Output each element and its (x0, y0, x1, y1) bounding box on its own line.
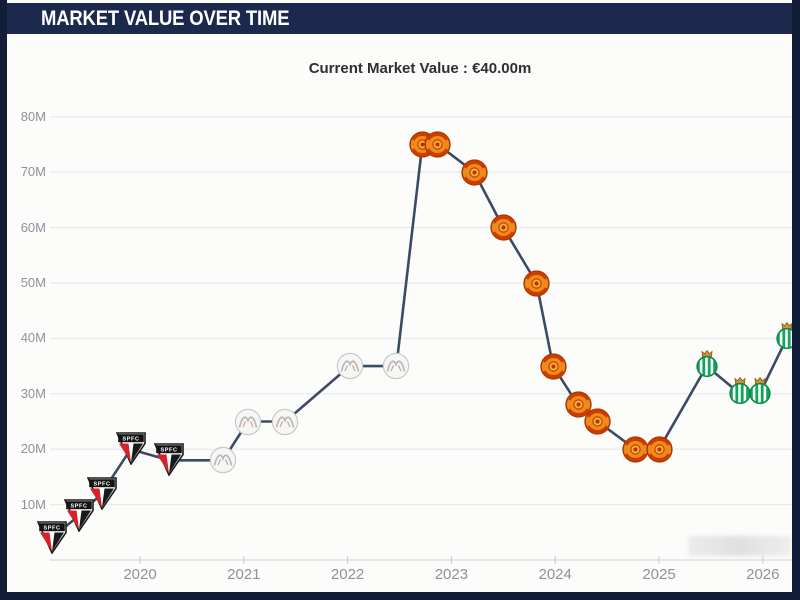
man-united-crest-icon (490, 214, 517, 241)
ajax-crest-icon (209, 447, 237, 474)
data-point-ajax[interactable] (271, 408, 299, 436)
man-united-crest-icon (523, 269, 550, 297)
data-point-real-betis[interactable] (695, 349, 719, 378)
ajax-crest-icon (383, 352, 410, 380)
watermark (688, 536, 792, 556)
sao-paulo-crest-icon: SPFC (154, 443, 184, 477)
data-point-man-united[interactable] (523, 269, 550, 297)
sao-paulo-crest-icon: SPFC (86, 476, 117, 510)
man-united-crest-icon (584, 408, 611, 435)
chart-title-bar: MARKET VALUE OVER TIME (7, 3, 792, 34)
x-axis-label-2021: 2021 (227, 566, 261, 583)
man-united-crest-icon (539, 352, 567, 380)
real-betis-crest-icon (729, 377, 751, 405)
page-title: MARKET VALUE OVER TIME (41, 6, 290, 30)
ajax-crest-icon (234, 408, 262, 435)
data-point-sao-paulo[interactable]: SPFC (86, 476, 117, 510)
data-point-man-united[interactable] (621, 436, 649, 463)
data-point-man-united[interactable] (564, 391, 592, 419)
data-point-man-united[interactable] (539, 352, 567, 380)
svg-text:SPFC: SPFC (122, 437, 139, 443)
data-point-real-betis[interactable] (728, 376, 752, 405)
man-united-crest-icon (621, 436, 649, 463)
x-axis-label-2022: 2022 (330, 566, 365, 583)
data-point-ajax[interactable] (336, 352, 364, 380)
y-axis-label-70M: 70M (20, 164, 46, 180)
svg-text:SPFC: SPFC (161, 448, 178, 454)
ajax-crest-icon (272, 408, 299, 435)
svg-text:SPFC: SPFC (93, 481, 110, 487)
svg-text:SPFC: SPFC (70, 503, 87, 509)
frame-border-left (0, 0, 7, 592)
frame-border-bottom (0, 592, 800, 600)
man-united-crest-icon (424, 131, 452, 158)
x-axis-label-2020: 2020 (123, 566, 157, 583)
y-axis-label-80M: 80M (20, 108, 46, 124)
current-market-value-label: Current Market Value : €40.00m (308, 60, 532, 77)
x-axis-label-2024: 2024 (538, 566, 572, 583)
y-axis-label-20M: 20M (20, 441, 46, 457)
data-point-sao-paulo[interactable]: SPFC (63, 498, 94, 532)
data-point-real-betis[interactable] (748, 376, 772, 405)
frame-border-right (792, 0, 800, 600)
svg-text:SPFC: SPFC (43, 525, 60, 531)
data-point-man-united[interactable] (584, 408, 611, 435)
y-axis-label-30M: 30M (20, 385, 46, 401)
data-point-sao-paulo[interactable]: SPFC (154, 443, 184, 477)
man-united-crest-icon (461, 159, 488, 186)
data-point-ajax[interactable] (209, 446, 237, 474)
real-betis-crest-icon (696, 349, 718, 377)
real-betis-crest-icon (749, 377, 771, 405)
y-axis-label-40M: 40M (20, 330, 46, 346)
sao-paulo-crest-icon: SPFC (36, 520, 67, 554)
data-point-man-united[interactable] (461, 159, 488, 186)
market-value-line (50, 143, 788, 539)
man-united-crest-icon (564, 391, 592, 419)
y-axis-label-50M: 50M (20, 275, 46, 290)
data-point-man-united[interactable] (424, 131, 452, 158)
data-point-man-united[interactable] (490, 214, 517, 241)
data-point-sao-paulo[interactable]: SPFC (36, 520, 67, 554)
data-point-ajax[interactable] (234, 408, 262, 436)
man-united-crest-icon (645, 436, 673, 463)
sao-paulo-crest-icon: SPFC (63, 498, 94, 532)
y-axis-label-60M: 60M (20, 219, 46, 235)
ajax-crest-icon (336, 352, 363, 380)
y-axis-label-10M: 10M (20, 496, 46, 512)
data-point-ajax[interactable] (382, 352, 410, 380)
x-axis-label-2025: 2025 (642, 566, 676, 583)
x-axis-label-2023: 2023 (434, 566, 469, 583)
data-point-sao-paulo[interactable]: SPFC (115, 432, 146, 466)
sao-paulo-crest-icon: SPFC (115, 432, 146, 466)
data-point-man-united[interactable] (645, 436, 673, 463)
x-axis-label-2026: 2026 (746, 566, 780, 583)
